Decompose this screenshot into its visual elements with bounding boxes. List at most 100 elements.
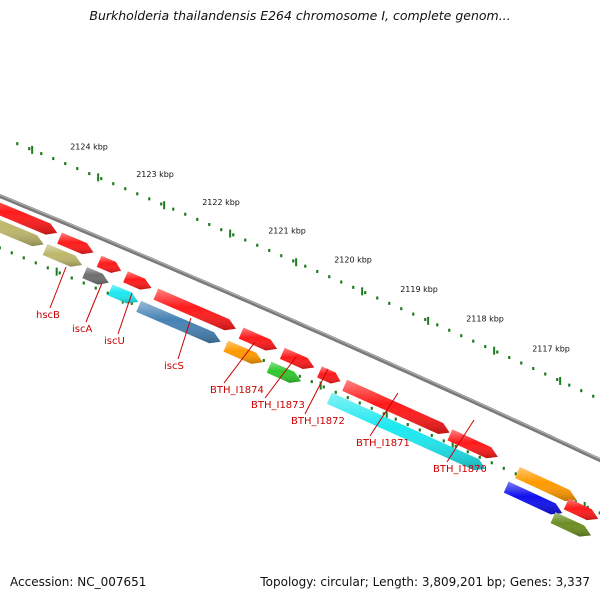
scale-dot	[370, 406, 373, 410]
chromosome-backbone	[0, 193, 600, 463]
scale-dot	[22, 256, 25, 260]
scale-dot	[112, 182, 115, 186]
scale-dot	[304, 264, 307, 268]
gene-feature-shading	[447, 429, 498, 459]
scale-dot	[412, 312, 415, 316]
scale-dot	[280, 254, 283, 258]
scale-tick-label: 2124 kbp	[70, 142, 108, 151]
scale-dot	[568, 383, 571, 387]
gene-feature-shading	[238, 327, 278, 351]
scale-dot	[100, 177, 103, 181]
gene-label-leader	[264, 356, 297, 399]
scale-dot	[172, 207, 175, 211]
gene-label: BTH_I1872	[291, 416, 345, 427]
backbone-line	[0, 193, 600, 463]
scale-dot	[406, 423, 409, 427]
scale-dot	[256, 243, 259, 247]
scale-dot	[64, 162, 67, 166]
scale-dot	[490, 461, 493, 465]
gene-label: BTH_I1870	[433, 464, 487, 475]
gene-label-leader	[304, 368, 329, 415]
scale-dot	[106, 291, 109, 295]
scale-dot	[0, 246, 1, 250]
gene-feature-shading	[342, 379, 450, 435]
gene-label-leader	[49, 266, 67, 309]
scale-dot	[232, 233, 235, 237]
scale-dot	[184, 212, 187, 216]
scale-dot	[10, 251, 13, 255]
scale-dot	[352, 285, 355, 289]
scale-dot	[466, 450, 469, 454]
scale-dot	[442, 439, 445, 443]
scale-dot	[316, 269, 319, 273]
scale-dot	[364, 291, 367, 295]
scale-tick-label: 2121 kbp	[268, 227, 306, 236]
gene-feature-shading	[0, 219, 44, 247]
scale-dot	[340, 280, 343, 284]
gene-feature-shading	[550, 512, 592, 537]
scale-dot	[130, 301, 133, 305]
scale-dot	[244, 238, 247, 242]
gene-label-leader	[85, 282, 103, 323]
scale-dot	[544, 372, 547, 376]
scale-dot	[28, 147, 31, 151]
scale-dot	[58, 271, 61, 275]
gene-label-leader	[177, 317, 192, 360]
scale-dot	[268, 248, 271, 252]
scale-dot	[310, 380, 313, 384]
gene-feature-shading	[107, 284, 139, 304]
gene-feature-shading	[82, 267, 109, 285]
gene-feature-shading	[317, 366, 341, 384]
gene-label-leader	[369, 392, 399, 437]
scale-dot	[592, 394, 595, 398]
scale-dot	[430, 433, 433, 437]
scale-dot	[418, 428, 421, 432]
scale-tick-label: 2120 kbp	[334, 256, 372, 265]
gene-feature-shading	[327, 392, 486, 471]
scale-tick-label: 2117 kbp	[532, 345, 570, 354]
gene-label-leader	[223, 341, 256, 384]
gene-feature-shading	[153, 288, 236, 331]
scale-dot	[382, 412, 385, 416]
scale-dot	[394, 417, 397, 421]
gene-label: iscU	[104, 336, 125, 347]
scale-dot	[88, 172, 91, 176]
scale-dot	[598, 511, 600, 515]
scale-dot	[46, 266, 49, 270]
scale-dot	[148, 197, 151, 201]
scale-dot	[298, 374, 301, 378]
scale-dot	[208, 223, 211, 227]
scale-dot	[34, 261, 37, 265]
scale-dot	[334, 390, 337, 394]
scale-dot	[136, 192, 139, 196]
scale-dot	[580, 389, 583, 393]
gene-label: hscB	[36, 310, 60, 321]
gene-feature-shading	[223, 340, 263, 364]
scale-tick-label: 2122 kbp	[202, 198, 240, 207]
gene-label-leader	[117, 292, 133, 335]
outer-scale-dotted-line	[16, 142, 595, 398]
scale-dot	[472, 339, 475, 343]
scale-dot	[376, 296, 379, 300]
scale-dot	[502, 466, 505, 470]
scale-dot	[400, 307, 403, 311]
scale-tick-labels: 2124 kbp 2123 kbp 2122 kbp 2121 kbp 2120 kbp…	[70, 142, 570, 353]
page-title: Burkholderia thailandensis E264 chromoso…	[89, 8, 511, 23]
gene-label-leader	[446, 419, 475, 463]
scale-dot	[424, 317, 427, 321]
scale-dot	[52, 157, 55, 161]
scale-dot	[514, 472, 517, 476]
scale-dot	[76, 167, 79, 171]
scale-dot	[556, 378, 559, 382]
gene-feature-shading	[123, 271, 152, 290]
scale-dot	[436, 323, 439, 327]
scale-dot	[586, 505, 589, 509]
genome-stats-text: Topology: circular; Length: 3,809,201 bp…	[260, 575, 590, 589]
scale-dot	[460, 334, 463, 338]
scale-dot	[262, 358, 265, 362]
gene-feature-shading	[136, 300, 221, 344]
gene-feature-shading	[57, 232, 94, 255]
scale-dot	[40, 152, 43, 156]
scale-dot	[328, 275, 331, 279]
